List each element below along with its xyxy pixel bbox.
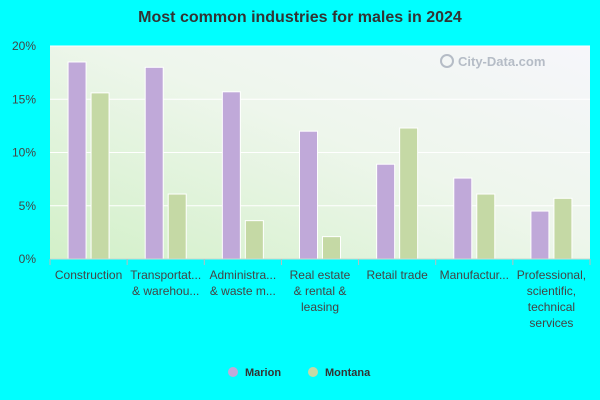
- bar-montana-3[interactable]: [322, 236, 341, 260]
- x-category-label: Transportat... & warehou...: [130, 268, 201, 298]
- x-category-label: Construction: [55, 268, 122, 282]
- bar-marion-3[interactable]: [299, 130, 318, 260]
- y-tick-label: 10%: [12, 146, 36, 160]
- bar-montana-5[interactable]: [476, 193, 496, 260]
- legend-label-marion: Marion: [245, 367, 281, 379]
- x-category-label: Administra... & waste m...: [210, 268, 277, 298]
- legend: Marion Montana: [228, 367, 371, 379]
- y-axis-ticks: 0% 5% 10% 15% 20%: [12, 39, 36, 266]
- y-tick-label: 15%: [12, 92, 36, 106]
- bar-montana-6[interactable]: [553, 197, 573, 260]
- bars: [67, 61, 573, 260]
- bar-marion-2[interactable]: [221, 91, 241, 260]
- y-tick-label: 5%: [19, 199, 37, 213]
- x-category-label: Manufactur...: [440, 268, 509, 282]
- x-category-label: Retail trade: [366, 268, 428, 282]
- bar-marion-1[interactable]: [144, 66, 164, 260]
- x-category-label: Professional, scientific, technical service…: [517, 268, 586, 330]
- watermark-text: City-Data.com: [458, 54, 545, 69]
- bar-montana-1[interactable]: [167, 193, 187, 260]
- gridlines: [50, 45, 590, 207]
- watermark: City-Data.com: [440, 54, 545, 69]
- bar-marion-4[interactable]: [376, 163, 396, 260]
- legend-swatch-montana: [308, 367, 318, 377]
- bar-montana-4[interactable]: [399, 127, 419, 260]
- chart-title: Most common industries for males in 2024: [138, 9, 462, 26]
- bar-marion-6[interactable]: [530, 210, 550, 260]
- x-axis-labels: Construction Transportat... & warehou... Ad…: [49, 258, 591, 330]
- legend-swatch-marion: [228, 367, 238, 377]
- legend-label-montana: Montana: [325, 367, 371, 379]
- x-category-label: Real estate & rental & leasing: [290, 268, 351, 314]
- y-tick-label: 0%: [19, 252, 37, 266]
- bar-marion-0[interactable]: [67, 61, 87, 260]
- bar-marion-5[interactable]: [453, 177, 473, 260]
- bar-montana-2[interactable]: [244, 220, 264, 260]
- y-tick-label: 20%: [12, 39, 36, 53]
- bar-montana-0[interactable]: [90, 92, 110, 260]
